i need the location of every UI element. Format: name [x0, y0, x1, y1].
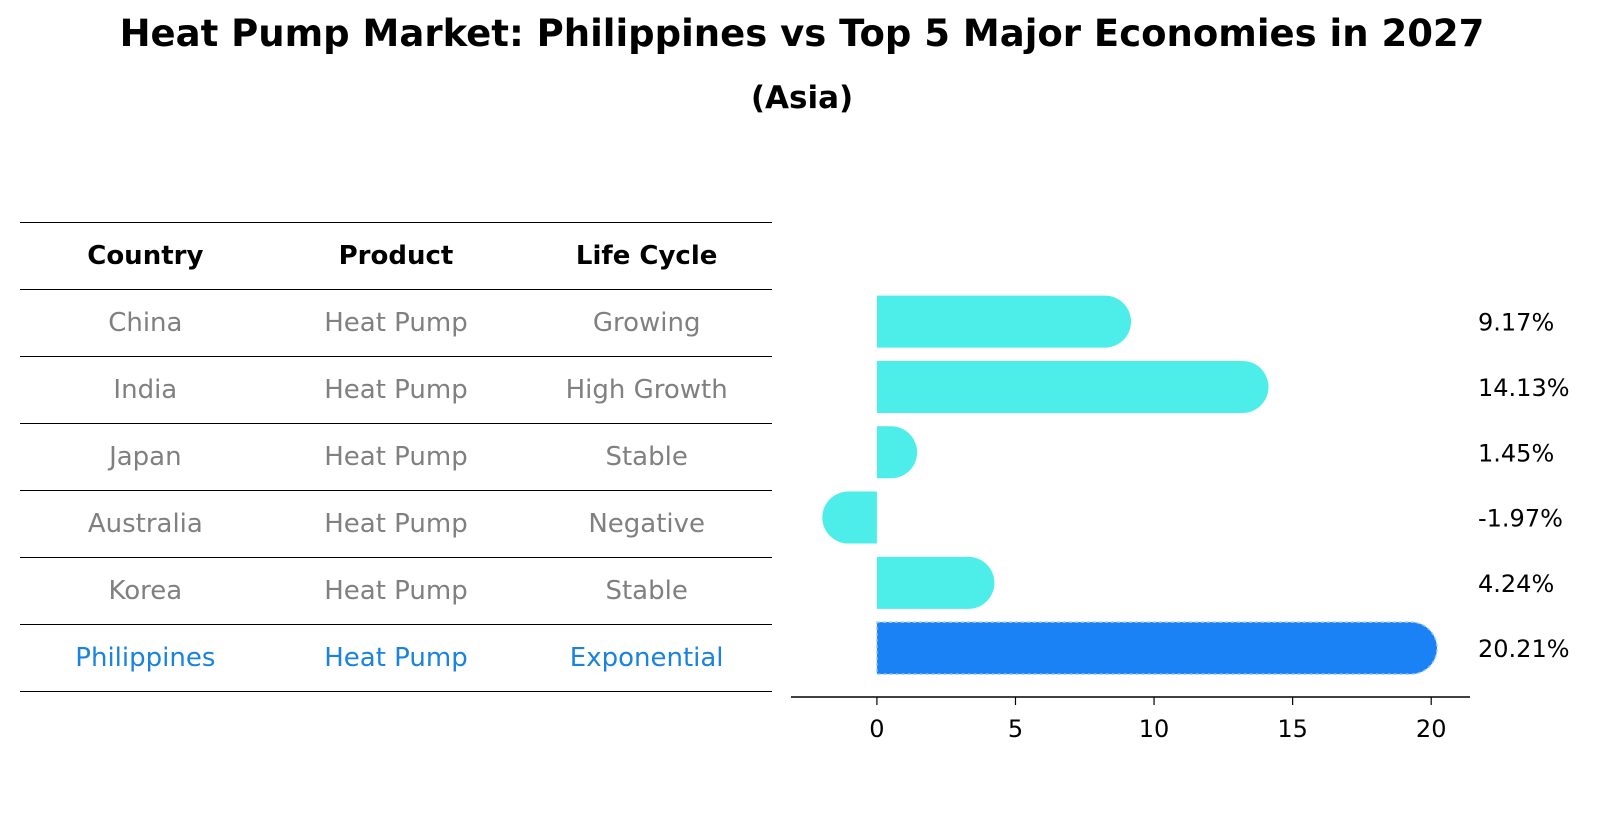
cell-product: Heat Pump — [270, 557, 522, 625]
cell-product: Heat Pump — [270, 490, 522, 558]
data-label-philippines: 20.21% — [1478, 635, 1570, 663]
table-row: Japan Heat Pump Stable — [20, 423, 772, 491]
cell-country: India — [20, 356, 271, 424]
cell-country: Korea — [20, 557, 271, 625]
bar-india — [876, 360, 1269, 413]
cell-country: Australia — [20, 490, 271, 558]
chart-subtitle: (Asia) — [750, 80, 854, 116]
cell-country: Philippines — [20, 624, 271, 692]
x-tick-label: 10 — [1139, 715, 1170, 743]
cell-life-cycle: Stable — [521, 557, 772, 625]
cell-life-cycle: Negative — [521, 490, 772, 558]
cell-life-cycle: Stable — [521, 423, 772, 491]
data-label-china: 9.17% — [1478, 309, 1554, 337]
table-header-row: Country Product Life Cycle — [20, 222, 772, 290]
table-row: Korea Heat Pump Stable — [20, 557, 772, 625]
x-tick-label: 0 — [869, 715, 884, 743]
x-tick-label: 15 — [1277, 715, 1308, 743]
data-label-japan: 1.45% — [1478, 439, 1554, 467]
column-header-life-cycle: Life Cycle — [521, 222, 772, 290]
cell-life-cycle: High Growth — [521, 356, 772, 424]
cell-life-cycle: Exponential — [521, 624, 772, 692]
cell-country: Japan — [20, 423, 271, 491]
data-label-australia: -1.97% — [1478, 505, 1563, 533]
column-header-product: Product — [270, 222, 522, 290]
x-tick-label: 5 — [1008, 715, 1023, 743]
cell-product: Heat Pump — [270, 289, 522, 357]
data-label-korea: 4.24% — [1478, 570, 1554, 598]
data-label-india: 14.13% — [1478, 374, 1570, 402]
bar-australia — [822, 491, 877, 544]
chart-title: Heat Pump Market: Philippines vs Top 5 M… — [119, 12, 1485, 55]
x-tick-label: 20 — [1416, 715, 1447, 743]
bar-china — [876, 295, 1132, 348]
market-table: Country Product Life Cycle China Heat Pu… — [20, 222, 772, 692]
bar-philippines — [876, 621, 1438, 675]
table-row: India Heat Pump High Growth — [20, 356, 772, 424]
column-header-country: Country — [20, 222, 271, 290]
table-row-highlight: Philippines Heat Pump Exponential — [20, 624, 772, 692]
bar-korea — [876, 556, 995, 609]
bar-japan — [876, 426, 918, 479]
table-row: China Heat Pump Growing — [20, 289, 772, 357]
cell-life-cycle: Growing — [521, 289, 772, 357]
cell-product: Heat Pump — [270, 624, 522, 692]
table-row: Australia Heat Pump Negative — [20, 490, 772, 558]
cell-country: China — [20, 289, 271, 357]
cell-product: Heat Pump — [270, 356, 522, 424]
cell-product: Heat Pump — [270, 423, 522, 491]
